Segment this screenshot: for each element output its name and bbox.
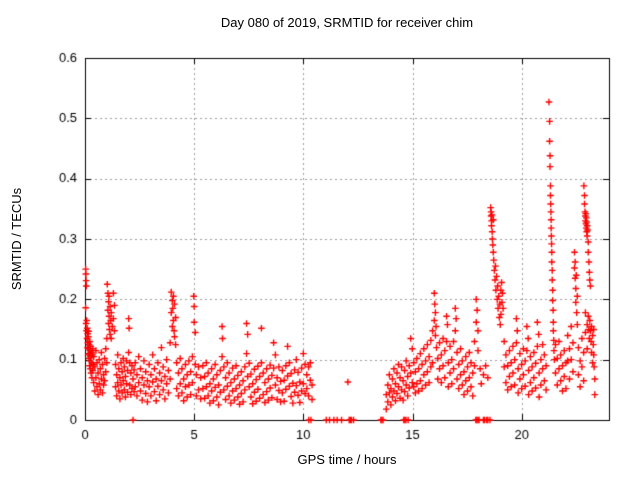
chart-title: Day 080 of 2019, SRMTID for receiver chi… <box>220 15 474 30</box>
y-axis-label: SRMTID / TECUs <box>9 187 24 291</box>
x-axis-label: GPS time / hours <box>297 452 397 467</box>
